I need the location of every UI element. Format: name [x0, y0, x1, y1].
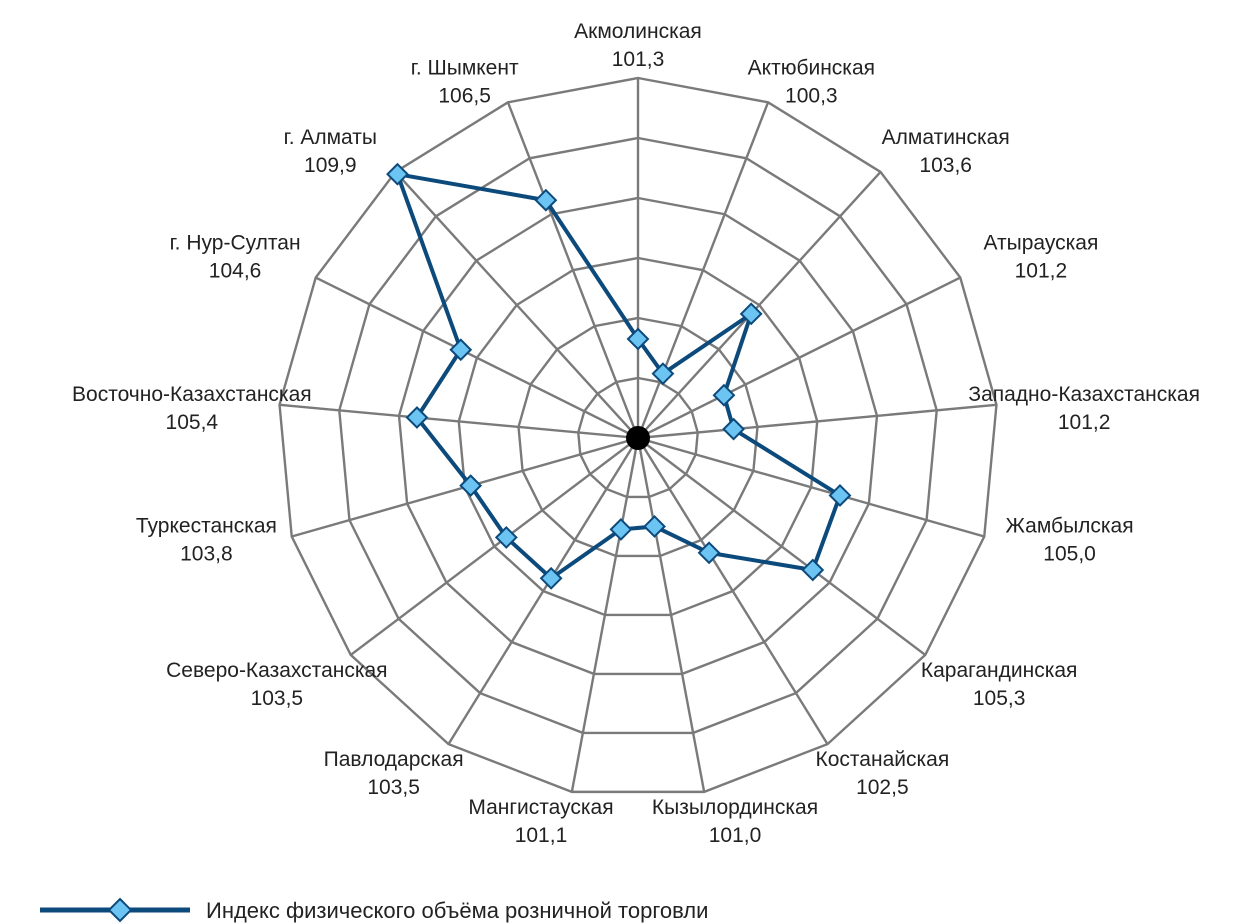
grid-ring-5	[338, 136, 938, 735]
category-label: Мангистауская	[468, 796, 613, 819]
value-label: 105,3	[973, 687, 1026, 710]
data-point-12	[494, 526, 518, 549]
data-point-13	[459, 474, 483, 498]
value-label: 105,4	[166, 411, 219, 434]
category-label: Западно-Казахстанская	[968, 383, 1200, 406]
data-point-17	[534, 188, 558, 212]
category-label: г. Алматы	[284, 126, 377, 149]
value-label: 103,5	[367, 776, 420, 799]
series-layer	[386, 162, 852, 590]
spoke-10	[570, 437, 640, 793]
category-label: Северо-Казахстанская	[166, 659, 387, 682]
category-label: г. Шымкент	[411, 56, 519, 79]
data-point-15	[449, 338, 473, 362]
spoke-3	[637, 171, 882, 439]
data-point-3	[739, 302, 763, 326]
category-label: Актюбинская	[748, 56, 875, 79]
spoke-2	[636, 101, 770, 439]
data-point-16	[386, 162, 409, 186]
value-label: 102,5	[856, 776, 909, 799]
grid-ring-1	[577, 376, 699, 499]
data-point-8	[697, 541, 721, 565]
grid-layer	[278, 76, 998, 794]
value-label: 109,9	[304, 154, 357, 177]
spoke-4	[637, 276, 961, 440]
category-label: Жамбылская	[1006, 515, 1134, 538]
data-point-5	[722, 417, 746, 441]
category-label: Восточно-Казахстанская	[72, 383, 312, 406]
value-label: 101,3	[612, 48, 665, 71]
value-label: 105,0	[1043, 543, 1096, 566]
value-label: 101,2	[1015, 260, 1068, 283]
grid-ring-6	[278, 76, 998, 794]
value-label: 104,6	[209, 260, 262, 283]
grid-ring-4	[397, 196, 879, 676]
data-point-1	[626, 327, 650, 351]
category-label: Карагандинская	[921, 659, 1078, 682]
spoke-12	[349, 437, 639, 656]
spoke-11	[447, 437, 640, 745]
spoke-6	[637, 436, 985, 538]
value-label: 103,6	[919, 154, 972, 177]
spoke-8	[636, 437, 829, 745]
spoke-9	[636, 437, 706, 793]
value-label: 101,0	[709, 824, 762, 847]
series-line	[395, 172, 842, 581]
category-label: Туркестанская	[136, 515, 277, 538]
spoke-5	[637, 403, 997, 440]
data-point-6	[828, 484, 852, 507]
spoke-17	[506, 101, 640, 439]
value-label: 106,5	[438, 84, 491, 107]
data-point-2	[651, 362, 675, 386]
category-label: Павлодарская	[324, 748, 464, 771]
value-label: 103,5	[251, 687, 304, 710]
data-point-9	[643, 515, 666, 538]
spoke-7	[637, 437, 927, 656]
spoke-15	[315, 276, 639, 440]
category-label: Кызылординская	[652, 796, 818, 819]
category-label: Атырауская	[983, 232, 1098, 255]
legend-marker	[107, 897, 133, 923]
value-label: 101,2	[1058, 411, 1111, 434]
category-label: Алматинская	[882, 126, 1010, 149]
spoke-14	[279, 403, 639, 440]
data-point-10	[609, 518, 633, 541]
value-label: 101,1	[515, 824, 568, 847]
category-label: Акмолинская	[574, 20, 702, 43]
label-layer: Акмолинская 101,3 Актюбинская 100,3 Алматинс…	[72, 20, 1200, 847]
value-label: 100,3	[785, 84, 838, 107]
grid-ring-3	[457, 256, 819, 617]
data-point-14	[405, 406, 429, 429]
category-label: г. Нур-Султан	[170, 232, 301, 255]
data-point-7	[801, 558, 825, 582]
center-point	[626, 426, 650, 450]
grid-ring-2	[517, 316, 759, 558]
legend-label: Индекс физического объёма розничной торг…	[206, 898, 708, 923]
data-point-11	[539, 566, 563, 590]
value-label: 103,8	[180, 543, 233, 566]
spoke-16	[394, 171, 639, 439]
category-label: Костанайская	[816, 748, 950, 771]
data-point-4	[712, 383, 736, 407]
legend: Индекс физического объёма розничной торг…	[40, 897, 708, 923]
